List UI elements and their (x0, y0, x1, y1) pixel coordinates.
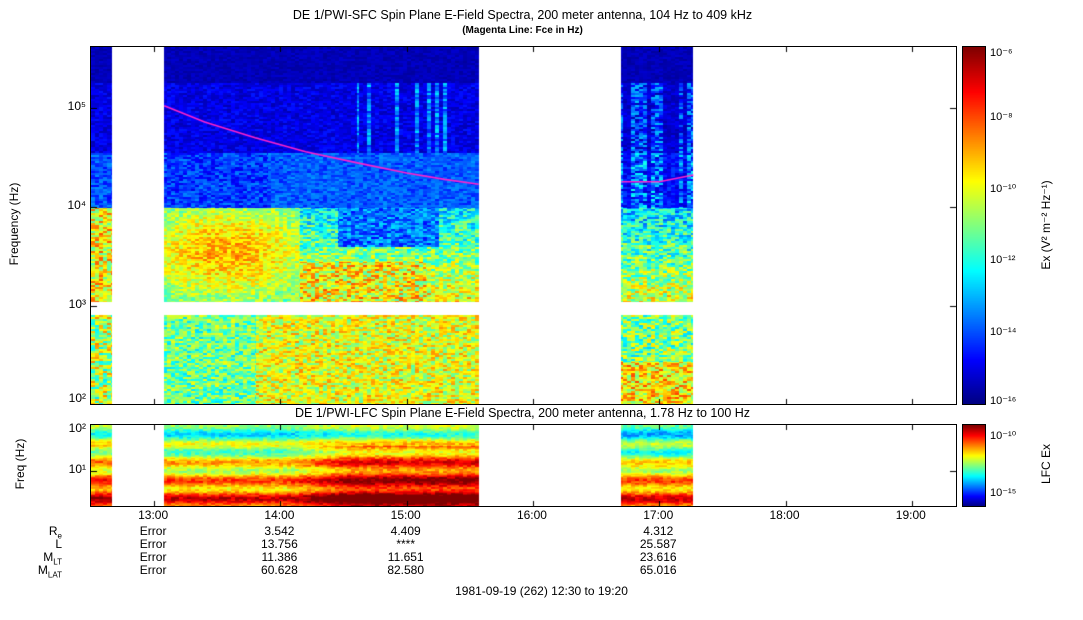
lfc-colorbar-label: LFC Ex (1039, 443, 1053, 485)
sfc-colorbar-tick-label: 10⁻¹⁴ (990, 325, 1017, 338)
ephemeris-value: 60.628 (261, 563, 298, 577)
lfc-spectrogram-canvas (90, 424, 957, 507)
lfc-title: DE 1/PWI-LFC Spin Plane E-Field Spectra,… (294, 406, 751, 420)
sfc-ytick-label: 10⁴ (67, 198, 86, 213)
ephemeris-value: 4.312 (643, 524, 674, 538)
lfc-colorbar-tick-label: 10⁻¹⁵ (990, 487, 1017, 500)
sfc-colorbar-tick-label: 10⁻¹² (990, 254, 1016, 267)
ephemeris-value: Error (139, 550, 167, 564)
sfc-colorbar-tick-label: 10⁻¹⁶ (990, 395, 1017, 407)
ephemeris-value: 4.409 (390, 524, 421, 538)
sfc-spectrogram-canvas (90, 46, 957, 405)
lfc-colorbar-tick-label: 10⁻¹⁰ (990, 429, 1017, 442)
sfc-colorbar (962, 46, 986, 405)
sfc-ytick-label: 10⁵ (67, 98, 86, 113)
ephemeris-row-label: MLT (43, 550, 62, 567)
sfc-colorbar-tick-label: 10⁻¹⁰ (990, 182, 1017, 195)
ephemeris-row-label: MLAT (37, 563, 62, 580)
sfc-title: DE 1/PWI-SFC Spin Plane E-Field Spectra,… (292, 8, 753, 22)
ephemeris-value: 82.580 (387, 563, 425, 577)
lfc-ytick-label: 10¹ (68, 462, 86, 477)
ephemeris-value: 25.587 (639, 537, 677, 551)
x-axis-tick-label: 14:00 (264, 508, 295, 522)
ephemeris-value: **** (396, 537, 416, 551)
footer-date-range: 1981-09-19 (262) 12:30 to 19:20 (455, 584, 628, 598)
ephemeris-value: 23.616 (639, 550, 677, 564)
sfc-colorbar-label: Ex (V² m⁻² Hz⁻¹) (1039, 180, 1053, 270)
sfc-colorbar-tick-label: 10⁻⁶ (990, 47, 1013, 59)
ephemeris-value: 11.386 (261, 550, 298, 564)
sfc-ytick-label: 10³ (68, 297, 86, 312)
sfc-ylabel: Frequency (Hz) (7, 182, 21, 266)
x-axis-tick-label: 17:00 (643, 508, 674, 522)
x-axis-tick-label: 18:00 (769, 508, 800, 522)
x-axis-tick-label: 15:00 (390, 508, 421, 522)
x-axis-tick-label: 16:00 (516, 508, 547, 522)
lfc-ylabel: Freq (Hz) (13, 438, 27, 490)
ephemeris-value: 13.756 (261, 537, 298, 551)
ephemeris-value: Error (139, 563, 167, 577)
ephemeris-value: Error (139, 524, 167, 538)
ephemeris-value: 3.542 (264, 524, 295, 538)
sfc-colorbar-tick-label: 10⁻⁸ (990, 111, 1013, 124)
ephemeris-value: 11.651 (387, 550, 424, 564)
sfc-ytick-label: 10² (68, 391, 86, 405)
ephemeris-row-label: Re (48, 524, 62, 541)
lfc-ytick-label: 10² (68, 421, 86, 435)
ephemeris-row-label: L (55, 537, 62, 551)
lfc-colorbar (962, 424, 986, 507)
x-axis-tick-label: 19:00 (895, 508, 926, 522)
ephemeris-value: Error (139, 537, 167, 551)
ephemeris-value: 65.016 (639, 563, 677, 577)
x-axis-tick-label: 13:00 (138, 508, 169, 522)
sfc-subtitle: (Magenta Line: Fce in Hz) (462, 25, 583, 36)
